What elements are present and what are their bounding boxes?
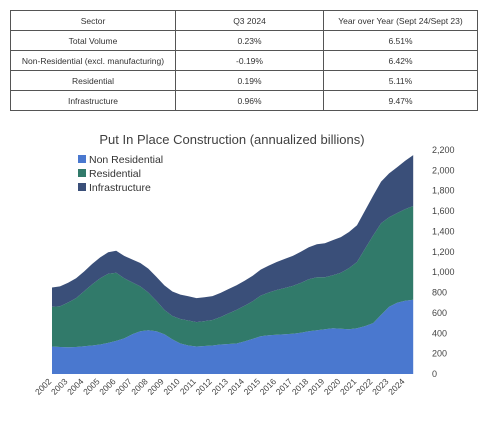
x-tick-label: 2004 bbox=[65, 376, 86, 397]
y-tick-label: 2,200 bbox=[432, 145, 455, 155]
x-axis: 2002200320042005200620072008200920102011… bbox=[33, 376, 407, 397]
header-sector: Sector bbox=[10, 10, 176, 31]
x-tick-label: 2003 bbox=[49, 376, 70, 397]
x-tick-label: 2006 bbox=[97, 376, 118, 397]
table-row: Total Volume 0.23% 6.51% bbox=[10, 30, 478, 51]
x-tick-label: 2017 bbox=[274, 376, 295, 397]
x-tick-label: 2009 bbox=[145, 376, 166, 397]
x-tick-label: 2016 bbox=[258, 376, 279, 397]
y-tick-label: 1,800 bbox=[432, 186, 455, 196]
x-tick-label: 2023 bbox=[370, 376, 391, 397]
x-tick-label: 2012 bbox=[193, 376, 214, 397]
x-tick-label: 2014 bbox=[226, 376, 247, 397]
cell-yoy: 5.11% bbox=[323, 70, 478, 91]
x-tick-label: 2022 bbox=[354, 376, 375, 397]
chart-title: Put In Place Construction (annualized bi… bbox=[99, 132, 364, 147]
x-tick-label: 2015 bbox=[242, 376, 263, 397]
area-residential bbox=[52, 206, 414, 348]
y-tick-label: 1,000 bbox=[432, 267, 455, 277]
y-tick-label: 1,200 bbox=[432, 247, 455, 257]
x-tick-label: 2005 bbox=[81, 376, 102, 397]
construction-chart: Put In Place Construction (annualized bi… bbox=[33, 132, 455, 397]
cell-sector: Infrastructure bbox=[10, 90, 176, 111]
legend-label: Non Residential bbox=[89, 154, 163, 166]
cell-q3: 0.23% bbox=[175, 30, 324, 51]
legend-swatch bbox=[78, 155, 86, 163]
cell-sector: Non-Residential (excl. manufacturing) bbox=[10, 50, 176, 71]
y-tick-label: 1,400 bbox=[432, 226, 455, 236]
y-tick-label: 600 bbox=[432, 308, 447, 318]
cell-sector: Residential bbox=[10, 70, 176, 91]
x-tick-label: 2018 bbox=[290, 376, 311, 397]
y-tick-label: 2,000 bbox=[432, 165, 455, 175]
x-tick-label: 2019 bbox=[306, 376, 327, 397]
table-header-row: Sector Q3 2024 Year over Year (Sept 24/S… bbox=[10, 10, 478, 31]
cell-q3: -0.19% bbox=[175, 50, 324, 71]
area-infrastructure bbox=[52, 155, 414, 323]
cell-q3: 0.96% bbox=[175, 90, 324, 111]
x-tick-label: 2021 bbox=[338, 376, 359, 397]
header-q3-2024: Q3 2024 bbox=[175, 10, 324, 31]
legend-swatch bbox=[78, 169, 86, 177]
cell-yoy: 6.51% bbox=[323, 30, 478, 51]
table-row: Infrastructure 0.96% 9.47% bbox=[10, 90, 478, 111]
chart-areas bbox=[52, 155, 414, 374]
x-tick-label: 2011 bbox=[178, 376, 198, 396]
y-tick-label: 800 bbox=[432, 288, 447, 298]
cell-sector: Total Volume bbox=[10, 30, 176, 51]
cell-yoy: 9.47% bbox=[323, 90, 478, 111]
y-axis: 0 200 400 600 800 1,000 1,200 1,400 1,600 1,800 2,… bbox=[432, 145, 455, 379]
x-tick-label: 2008 bbox=[129, 376, 150, 397]
chart-legend: Non Residential Residential Infrastructure bbox=[78, 154, 163, 194]
x-tick-label: 2020 bbox=[322, 376, 343, 397]
cell-yoy: 6.42% bbox=[323, 50, 478, 71]
table-row: Residential 0.19% 5.11% bbox=[10, 70, 478, 91]
x-tick-label: 2007 bbox=[113, 376, 134, 397]
header-year-over-year: Year over Year (Sept 24/Sept 23) bbox=[323, 10, 478, 31]
table-row: Non-Residential (excl. manufacturing) -0… bbox=[10, 50, 478, 71]
sector-table: Sector Q3 2024 Year over Year (Sept 24/S… bbox=[10, 10, 478, 111]
x-tick-label: 2010 bbox=[161, 376, 182, 397]
x-tick-label: 2013 bbox=[210, 376, 231, 397]
y-tick-label: 0 bbox=[432, 369, 437, 379]
legend-label: Residential bbox=[89, 168, 141, 180]
y-tick-label: 400 bbox=[432, 328, 447, 338]
legend-label: Infrastructure bbox=[89, 182, 151, 194]
y-tick-label: 200 bbox=[432, 349, 447, 359]
legend-swatch bbox=[78, 183, 86, 191]
y-tick-label: 1,600 bbox=[432, 206, 455, 216]
x-tick-label: 2002 bbox=[33, 376, 54, 397]
area-non-residential bbox=[52, 299, 414, 374]
x-tick-label: 2024 bbox=[386, 376, 407, 397]
cell-q3: 0.19% bbox=[175, 70, 324, 91]
